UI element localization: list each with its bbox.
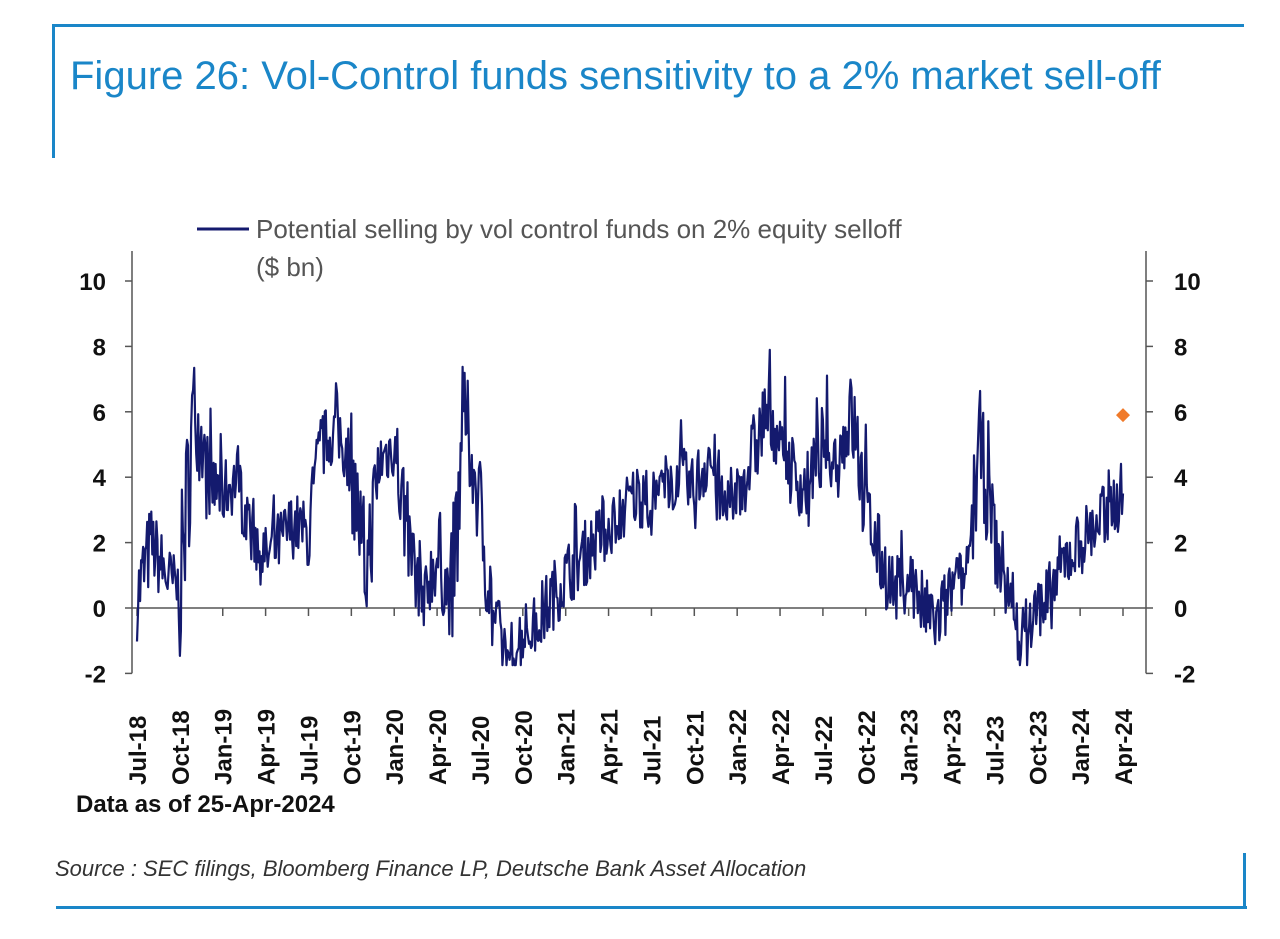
x-tick-label: Jul-23 <box>982 716 1009 785</box>
x-tick-label: Jan-24 <box>1068 708 1095 785</box>
frame-top-rule <box>52 24 1244 27</box>
source-note: Source : SEC filings, Bloomberg Finance … <box>55 856 807 881</box>
y-tick-label-right: 4 <box>1174 465 1188 492</box>
x-tick-label: Apr-19 <box>254 709 281 785</box>
x-tick-label: Oct-22 <box>854 710 881 785</box>
y-tick-label-right: 2 <box>1174 531 1187 558</box>
y-tick-label-right: 0 <box>1174 596 1187 623</box>
frame-right-rule <box>1243 853 1246 909</box>
chart-axes: -2 -2 0 0 2 2 4 4 6 6 8 8 10 10 Jul-18 Oct-18 Jan-19 Apr-… <box>79 251 1201 785</box>
x-tick-label: Oct-23 <box>1025 710 1052 785</box>
chart-legend: Potential selling by vol control funds o… <box>197 214 902 282</box>
x-tick-label: Jan-23 <box>897 709 924 785</box>
x-tick-label: Jan-19 <box>211 709 238 785</box>
y-tick-label-left: 8 <box>93 334 106 361</box>
y-tick-label-left: -2 <box>85 661 106 688</box>
x-tick-label: Jul-20 <box>468 716 495 785</box>
x-tick-label: Oct-21 <box>682 710 709 785</box>
x-tick-label: Oct-18 <box>168 710 195 785</box>
legend-label-line1: Potential selling by vol control funds o… <box>256 214 902 244</box>
series-line <box>135 348 1125 667</box>
y-tick-label-right: 8 <box>1174 334 1187 361</box>
y-tick-label-left: 6 <box>93 400 106 427</box>
x-tick-label: Jan-20 <box>382 709 409 785</box>
frame-bottom-rule <box>56 906 1247 909</box>
latest-value-marker <box>1116 408 1130 423</box>
x-tick-label: Jan-21 <box>554 709 581 785</box>
y-tick-label-left: 10 <box>79 269 106 296</box>
x-tick-label: Apr-23 <box>940 709 967 785</box>
y-tick-label-left: 4 <box>93 465 107 492</box>
y-tick-label-left: 0 <box>93 596 106 623</box>
x-tick-label: Jul-19 <box>296 716 323 785</box>
frame-left-rule <box>52 24 55 158</box>
data-as-of-note: Data as of 25-Apr-2024 <box>76 791 335 818</box>
x-tick-label: Apr-20 <box>425 709 452 785</box>
y-tick-label-right: 6 <box>1174 400 1187 427</box>
legend-label-line2: ($ bn) <box>256 252 324 282</box>
x-tick-label: Apr-24 <box>1111 708 1138 785</box>
x-tick-label: Oct-20 <box>511 710 538 785</box>
y-tick-label-left: 2 <box>93 531 106 558</box>
x-tick-label: Jan-22 <box>725 709 752 785</box>
series-layer <box>135 348 1130 667</box>
x-tick-label: Jul-18 <box>125 716 152 785</box>
x-tick-label: Jul-22 <box>811 716 838 785</box>
x-tick-label: Jul-21 <box>639 716 666 785</box>
figure-title: Figure 26: Vol-Control funds sensitivity… <box>70 54 1161 98</box>
y-tick-label-right: 10 <box>1174 269 1201 296</box>
x-tick-label: Apr-21 <box>597 709 624 785</box>
x-tick-label: Oct-19 <box>339 710 366 785</box>
x-tick-label: Apr-22 <box>768 709 795 785</box>
y-tick-label-right: -2 <box>1174 661 1195 688</box>
